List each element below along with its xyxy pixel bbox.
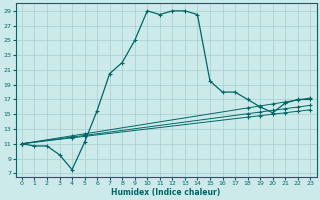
X-axis label: Humidex (Indice chaleur): Humidex (Indice chaleur)	[111, 188, 221, 197]
